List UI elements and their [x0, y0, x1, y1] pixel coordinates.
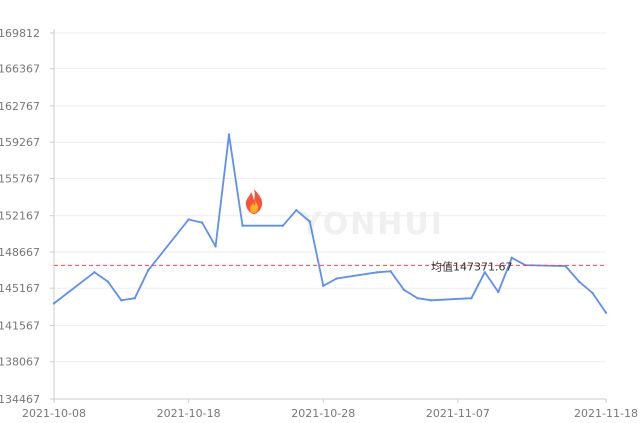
mean-label: 均值147371.67: [431, 260, 513, 273]
watermark: YONHUI: [299, 207, 444, 242]
y-tick-label: 166367: [0, 63, 40, 76]
data-point: [577, 280, 581, 283]
y-tick-label: 155767: [0, 172, 40, 185]
fire-icon: [245, 189, 263, 214]
data-point: [402, 288, 406, 292]
data-point: [214, 245, 217, 248]
series-line: [53, 133, 607, 314]
data-point: [470, 297, 473, 300]
y-tick-label: 169812: [0, 27, 40, 40]
y-tick-label: 162767: [0, 100, 40, 113]
data-point: [322, 284, 325, 287]
y-tick-label: 145167: [0, 282, 40, 295]
data-point: [52, 302, 56, 305]
grid-layer: [54, 32, 606, 363]
data-point: [106, 280, 110, 283]
data-point: [133, 297, 136, 300]
x-tick-label: 2021-10-18: [157, 407, 221, 420]
data-point: [281, 224, 285, 227]
mean-layer: 均值147371.67: [54, 260, 606, 273]
data-point: [120, 299, 123, 302]
data-point: [227, 133, 231, 136]
data-point: [295, 208, 298, 212]
y-tick-label: 134467: [0, 393, 40, 406]
data-point: [497, 290, 500, 294]
data-point: [200, 221, 204, 224]
data-point: [483, 271, 487, 274]
data-point: [241, 224, 244, 227]
data-point: [93, 271, 96, 274]
data-point: [375, 271, 379, 274]
data-point: [604, 311, 608, 314]
data-point: [335, 277, 338, 280]
data-point: [389, 270, 392, 273]
y-tick-label: 148667: [0, 246, 40, 259]
x-tick-label: 2021-11-18: [574, 407, 638, 420]
data-point: [591, 291, 594, 295]
axis-layer: 169812 166367 162767 159267 155767 152167 1486…: [0, 27, 638, 420]
data-point: [429, 299, 433, 302]
y-tick-label: 138067: [0, 356, 40, 369]
data-point: [147, 269, 150, 272]
data-point: [416, 297, 419, 300]
x-tick-label: 2021-10-08: [22, 407, 86, 420]
data-point: [510, 256, 513, 260]
y-tick-label: 141567: [0, 319, 40, 332]
x-tick-label: 2021-10-28: [291, 407, 355, 420]
data-point: [187, 218, 190, 221]
y-tick-label: 159267: [0, 136, 40, 149]
data-point: [308, 220, 312, 223]
x-tick-label: 2021-11-07: [426, 407, 490, 420]
y-tick-label: 152167: [0, 210, 40, 223]
series-layer: [52, 133, 608, 314]
